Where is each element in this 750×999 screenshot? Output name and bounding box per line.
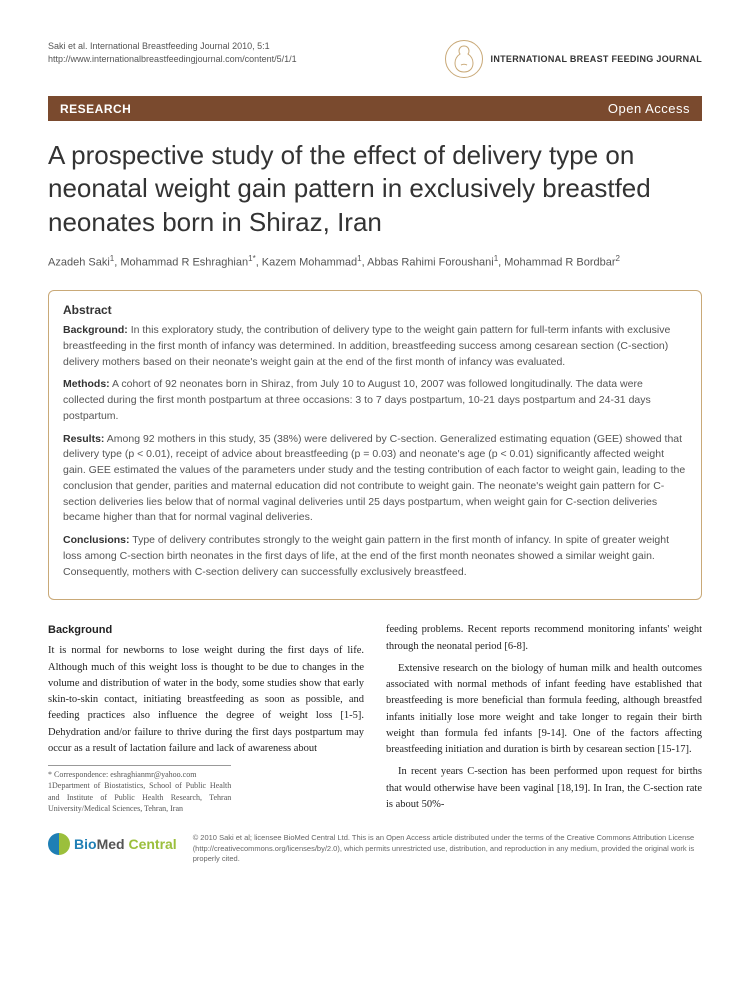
background-heading: Background (48, 622, 364, 639)
license-text: © 2010 Saki et al; licensee BioMed Centr… (193, 833, 702, 865)
affiliation-line: 1Department of Biostatistics, School of … (48, 780, 231, 814)
abstract-conclusions-label: Conclusions: (63, 534, 130, 546)
correspondence-line: * Correspondence: eshraghianmr@yahoo.com (48, 769, 231, 780)
abstract-methods: Methods: A cohort of 92 neonates born in… (63, 377, 687, 424)
abstract-conclusions-text: Type of delivery contributes strongly to… (63, 534, 669, 578)
abstract-results: Results: Among 92 mothers in this study,… (63, 432, 687, 527)
abstract-results-label: Results: (63, 433, 104, 445)
body-columns: Background It is normal for newborns to … (48, 622, 702, 819)
article-type-banner: RESEARCH Open Access (48, 96, 702, 121)
journal-branding: INTERNATIONAL BREAST FEEDING JOURNAL (445, 40, 702, 78)
abstract-background: Background: In this exploratory study, t… (63, 323, 687, 370)
abstract-methods-label: Methods: (63, 378, 110, 390)
body-paragraph: In recent years C-section has been perfo… (386, 764, 702, 813)
body-paragraph: Extensive research on the biology of hum… (386, 661, 702, 759)
open-access-label: Open Access (608, 101, 690, 116)
bmc-wordmark: BioMed Central (74, 836, 177, 852)
right-column: feeding problems. Recent reports recomme… (386, 622, 702, 819)
abstract-results-text: Among 92 mothers in this study, 35 (38%)… (63, 433, 685, 524)
article-type-label: RESEARCH (60, 102, 131, 116)
abstract-conclusions: Conclusions: Type of delivery contribute… (63, 533, 687, 580)
page-footer: BioMed Central © 2010 Saki et al; licens… (48, 833, 702, 865)
journal-logo-icon (445, 40, 483, 78)
abstract-background-text: In this exploratory study, the contribut… (63, 324, 670, 368)
citation-url: http://www.internationalbreastfeedingjou… (48, 53, 297, 66)
abstract-box: Abstract Background: In this exploratory… (48, 290, 702, 600)
citation-block: Saki et al. International Breastfeeding … (48, 40, 297, 65)
journal-name: INTERNATIONAL BREAST FEEDING JOURNAL (491, 54, 702, 64)
footnote-separator: * Correspondence: eshraghianmr@yahoo.com… (48, 765, 231, 814)
page-header: Saki et al. International Breastfeeding … (48, 40, 702, 78)
bmc-bio: Bio (74, 836, 97, 852)
citation-line: Saki et al. International Breastfeeding … (48, 40, 297, 53)
abstract-heading: Abstract (63, 303, 687, 317)
body-paragraph: feeding problems. Recent reports recomme… (386, 622, 702, 655)
abstract-methods-text: A cohort of 92 neonates born in Shiraz, … (63, 378, 651, 422)
bmc-circle-icon (48, 833, 70, 855)
article-title: A prospective study of the effect of del… (48, 139, 702, 239)
body-paragraph: It is normal for newborns to lose weight… (48, 643, 364, 757)
abstract-background-label: Background: (63, 324, 128, 336)
bmc-central: Central (125, 836, 177, 852)
biomed-central-logo: BioMed Central (48, 833, 177, 855)
author-list: Azadeh Saki1, Mohammad R Eshraghian1*, K… (48, 253, 702, 272)
left-column: Background It is normal for newborns to … (48, 622, 364, 819)
bmc-med: Med (97, 836, 125, 852)
